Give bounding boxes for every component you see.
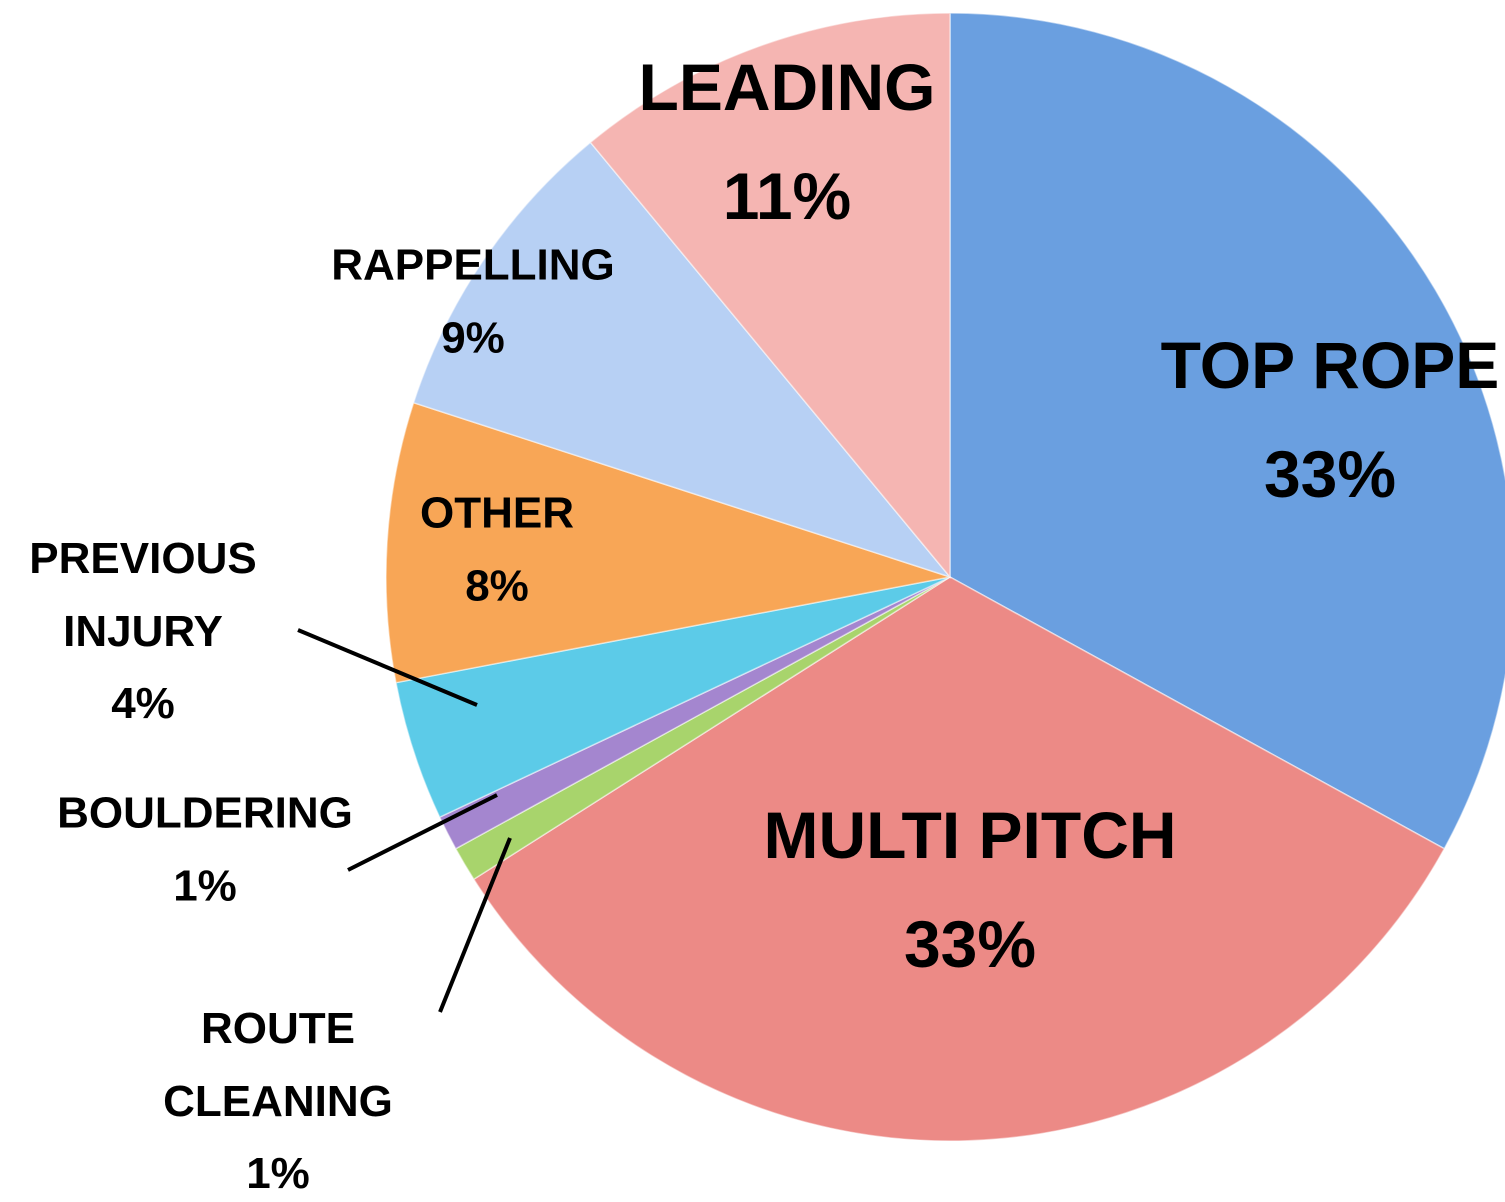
pie-slice: [412, 141, 953, 579]
slice-label: LEADING 11%: [639, 33, 936, 251]
slices: [385, 12, 1505, 1142]
category-label: PREVIOUS INJURY: [29, 534, 257, 656]
value-label: 1%: [246, 1149, 310, 1199]
pie-slice: [949, 12, 1505, 850]
slice-label: PREVIOUS INJURY 4%: [3, 523, 283, 741]
pie-slice: [472, 576, 1446, 1142]
category-label: MULTI PITCH: [763, 798, 1177, 873]
slice-label: MULTI PITCH 33%: [763, 781, 1176, 999]
category-label: OTHER: [420, 488, 574, 538]
category-label: TOP ROPE: [1160, 328, 1500, 403]
value-label: 9%: [441, 313, 505, 362]
slice-label: RAPPELLING 9%: [331, 229, 615, 374]
leader-line: [438, 837, 512, 1013]
category-label: BOULDERING: [57, 788, 353, 838]
leader-line: [347, 793, 498, 872]
category-label: ROUTE CLEANING: [163, 1004, 393, 1126]
value-label: 33%: [903, 907, 1037, 981]
pie-slice: [385, 401, 951, 684]
category-label: LEADING: [638, 50, 936, 125]
category-label: RAPPELLING: [331, 240, 615, 290]
slice-label: BOULDERING 1%: [57, 777, 353, 922]
slice-label: TOP ROPE 33%: [1161, 311, 1500, 529]
slice-label: ROUTE CLEANING 1%: [128, 993, 428, 1202]
value-label: 4%: [111, 679, 175, 729]
value-label: 11%: [722, 159, 852, 233]
pie-slice: [589, 12, 951, 580]
value-label: 33%: [1263, 437, 1397, 511]
leader-line: [297, 628, 478, 707]
slice-label: OTHER 8%: [420, 477, 574, 622]
value-label: 8%: [465, 561, 529, 610]
value-label: 1%: [173, 861, 237, 910]
